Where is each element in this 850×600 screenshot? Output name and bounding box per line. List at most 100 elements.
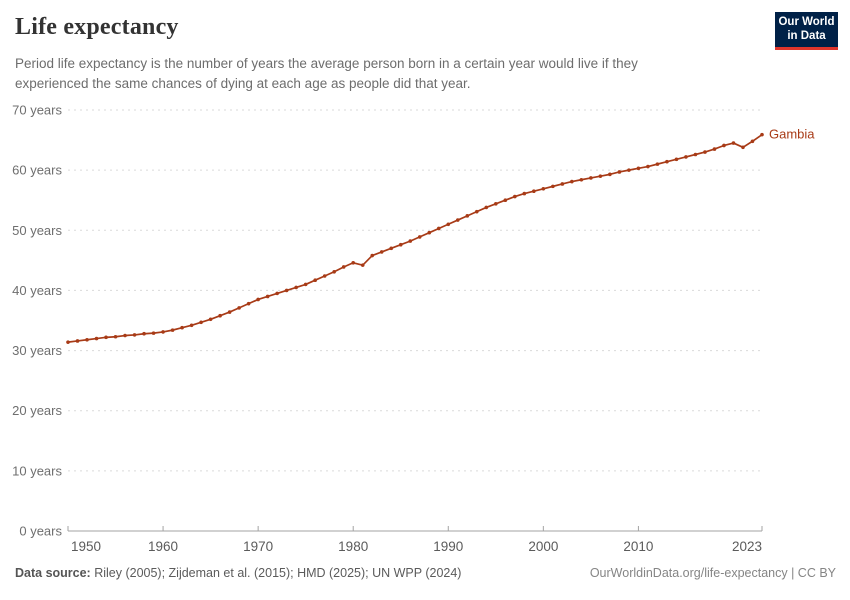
data-point-marker — [513, 194, 517, 199]
data-point-marker — [284, 288, 289, 293]
data-point-marker — [208, 317, 213, 322]
chart-subtitle: Period life expectancy is the number of … — [15, 56, 638, 91]
data-point-marker — [94, 336, 99, 341]
data-point-marker — [332, 269, 336, 274]
data-source-label: Data source: — [15, 566, 91, 580]
data-point-marker — [712, 147, 717, 151]
data-point-marker — [731, 141, 736, 145]
data-point-marker — [275, 291, 279, 296]
data-point-marker — [123, 333, 127, 338]
data-point-marker — [674, 157, 679, 162]
y-tick-label: 40 years — [12, 283, 62, 298]
x-tick-label: 1960 — [148, 539, 178, 554]
x-tick-label: 2023 — [732, 539, 762, 554]
data-point-marker — [85, 337, 89, 342]
x-tick-label: 1970 — [243, 539, 273, 554]
data-point-marker — [113, 334, 118, 339]
data-point-marker — [417, 235, 422, 239]
data-point-marker — [541, 186, 546, 191]
data-point-marker — [142, 331, 146, 336]
data-point-marker — [684, 155, 688, 159]
data-point-marker — [722, 143, 726, 148]
data-point-marker — [408, 239, 413, 243]
data-point-marker — [389, 246, 394, 251]
data-point-marker — [655, 162, 660, 166]
chart-footer: Data source: Riley (2005); Zijdeman et a… — [0, 566, 850, 580]
data-source-note: Data source: Riley (2005); Zijdeman et a… — [15, 566, 461, 580]
owid-citation-link[interactable]: OurWorldinData.org/life-expectancy | CC … — [589, 566, 836, 580]
data-point-marker — [627, 168, 631, 172]
y-tick-label: 20 years — [12, 403, 62, 418]
owid-logo[interactable]: Our World in Data — [775, 12, 838, 50]
data-point-marker — [161, 330, 165, 334]
data-point-marker — [522, 191, 527, 196]
data-point-marker — [265, 294, 270, 299]
data-point-marker — [189, 323, 194, 328]
data-point-marker — [370, 253, 375, 258]
data-point-marker — [313, 278, 317, 283]
data-point-marker — [75, 339, 80, 343]
x-tick-label: 2010 — [623, 539, 653, 554]
data-point-marker — [503, 198, 508, 203]
data-point-marker — [446, 222, 451, 227]
x-tick-label: 1990 — [433, 539, 463, 554]
data-point-marker — [693, 152, 698, 157]
owid-logo-line1: Our World — [778, 16, 835, 28]
data-point-marker — [760, 132, 764, 137]
series-end-label[interactable]: Gambia — [769, 127, 815, 142]
data-point-marker — [560, 182, 565, 186]
data-point-marker — [551, 184, 555, 189]
y-tick-label: 30 years — [12, 343, 62, 358]
y-tick-label: 10 years — [12, 463, 62, 478]
data-point-marker — [589, 176, 593, 180]
data-point-marker — [66, 340, 70, 344]
data-point-marker — [341, 265, 346, 269]
x-tick-label: 1950 — [71, 539, 101, 554]
data-point-marker — [617, 170, 622, 174]
data-point-marker — [303, 282, 308, 287]
x-tick-label: 2000 — [528, 539, 558, 554]
y-tick-label: 60 years — [12, 163, 62, 178]
data-point-marker — [379, 250, 384, 254]
data-point-marker — [237, 306, 241, 310]
data-point-marker — [199, 320, 203, 325]
data-point-marker — [151, 331, 156, 335]
data-point-marker — [455, 218, 460, 222]
data-point-marker — [427, 230, 432, 235]
data-source-text: Riley (2005); Zijdeman et al. (2015); HM… — [90, 566, 462, 580]
data-point-marker — [180, 325, 184, 330]
data-point-marker — [484, 205, 489, 210]
data-point-marker — [104, 335, 108, 340]
data-point-marker — [703, 150, 707, 154]
x-tick-label: 1980 — [338, 539, 368, 554]
data-point-marker — [322, 274, 327, 278]
data-point-marker — [598, 174, 603, 178]
data-point-marker — [360, 263, 365, 267]
data-point-marker — [465, 214, 470, 218]
data-point-marker — [256, 297, 260, 302]
data-point-marker — [494, 202, 498, 206]
data-point-marker — [750, 139, 755, 144]
y-tick-label: 70 years — [12, 103, 62, 118]
data-point-marker — [532, 189, 536, 193]
data-point-marker — [132, 333, 137, 337]
y-tick-label: 50 years — [12, 223, 62, 238]
data-point-marker — [170, 328, 175, 332]
owid-logo-line2: in Data — [787, 29, 826, 42]
data-point-marker — [351, 260, 356, 265]
data-point-marker — [218, 313, 222, 318]
data-point-marker — [646, 164, 650, 169]
data-point-marker — [246, 301, 251, 306]
data-point-marker — [579, 177, 584, 182]
data-point-marker — [741, 145, 745, 150]
y-tick-label: 0 years — [19, 524, 62, 539]
data-point-marker — [636, 166, 641, 171]
data-point-marker — [570, 179, 574, 184]
data-point-marker — [227, 310, 232, 314]
data-point-marker — [665, 159, 669, 164]
data-point-marker — [436, 226, 441, 231]
data-point-marker — [398, 242, 403, 247]
data-point-marker — [608, 172, 612, 177]
